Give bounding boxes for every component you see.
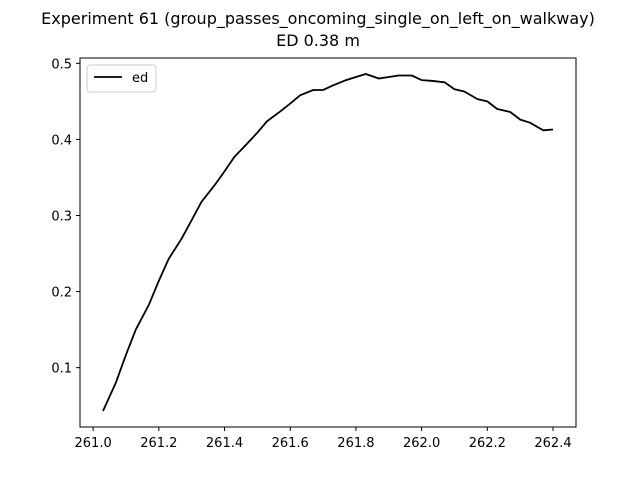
x-tick-label: 262.0 <box>403 436 440 451</box>
x-tick-label: 261.6 <box>272 436 309 451</box>
series-layer <box>102 73 554 412</box>
x-tick-label: 261.0 <box>75 436 112 451</box>
y-tick-label: 0.3 <box>51 209 72 224</box>
x-tick-label: 262.4 <box>534 436 571 451</box>
x-tick-label: 262.2 <box>469 436 506 451</box>
axis-ticks: 261.0 261.2 261.4 261.6 261.8 262.0 262.2 262.4… <box>51 57 571 451</box>
x-tick-label: 261.2 <box>140 436 177 451</box>
x-tick-label: 261.8 <box>337 436 374 451</box>
y-tick-label: 0.5 <box>51 57 72 72</box>
y-tick-label: 0.1 <box>51 362 72 377</box>
chart-subtitle: ED 0.38 m <box>276 31 360 50</box>
legend-label: ed <box>132 71 148 86</box>
legend: ed <box>86 64 157 93</box>
y-tick-label: 0.4 <box>51 133 72 148</box>
chart-title: Experiment 61 (group_passes_oncoming_sin… <box>41 9 595 29</box>
x-tick-label: 261.4 <box>206 436 243 451</box>
legend-box <box>86 64 157 93</box>
series-line-ed <box>102 73 554 412</box>
plot-frame <box>79 57 577 428</box>
y-tick-label: 0.2 <box>51 286 72 301</box>
